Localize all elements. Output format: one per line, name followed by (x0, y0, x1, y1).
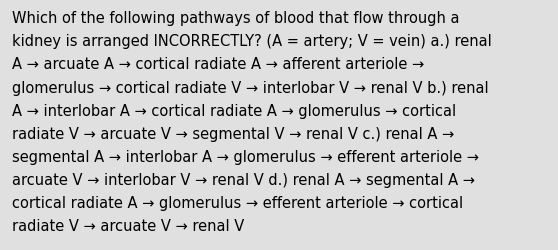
Text: arcuate V → interlobar V → renal V d.) renal A → segmental A →: arcuate V → interlobar V → renal V d.) r… (12, 172, 475, 187)
Text: cortical radiate A → glomerulus → efferent arteriole → cortical: cortical radiate A → glomerulus → effere… (12, 195, 463, 210)
Text: A → arcuate A → cortical radiate A → afferent arteriole →: A → arcuate A → cortical radiate A → aff… (12, 57, 425, 72)
Text: segmental A → interlobar A → glomerulus → efferent arteriole →: segmental A → interlobar A → glomerulus … (12, 149, 479, 164)
Text: Which of the following pathways of blood that flow through a: Which of the following pathways of blood… (12, 11, 460, 26)
Text: A → interlobar A → cortical radiate A → glomerulus → cortical: A → interlobar A → cortical radiate A → … (12, 103, 456, 118)
Text: glomerulus → cortical radiate V → interlobar V → renal V b.) renal: glomerulus → cortical radiate V → interl… (12, 80, 489, 95)
Text: radiate V → arcuate V → renal V: radiate V → arcuate V → renal V (12, 218, 244, 233)
Text: kidney is arranged INCORRECTLY? (A = artery; V = vein) a.) renal: kidney is arranged INCORRECTLY? (A = art… (12, 34, 492, 49)
Text: radiate V → arcuate V → segmental V → renal V c.) renal A →: radiate V → arcuate V → segmental V → re… (12, 126, 455, 141)
